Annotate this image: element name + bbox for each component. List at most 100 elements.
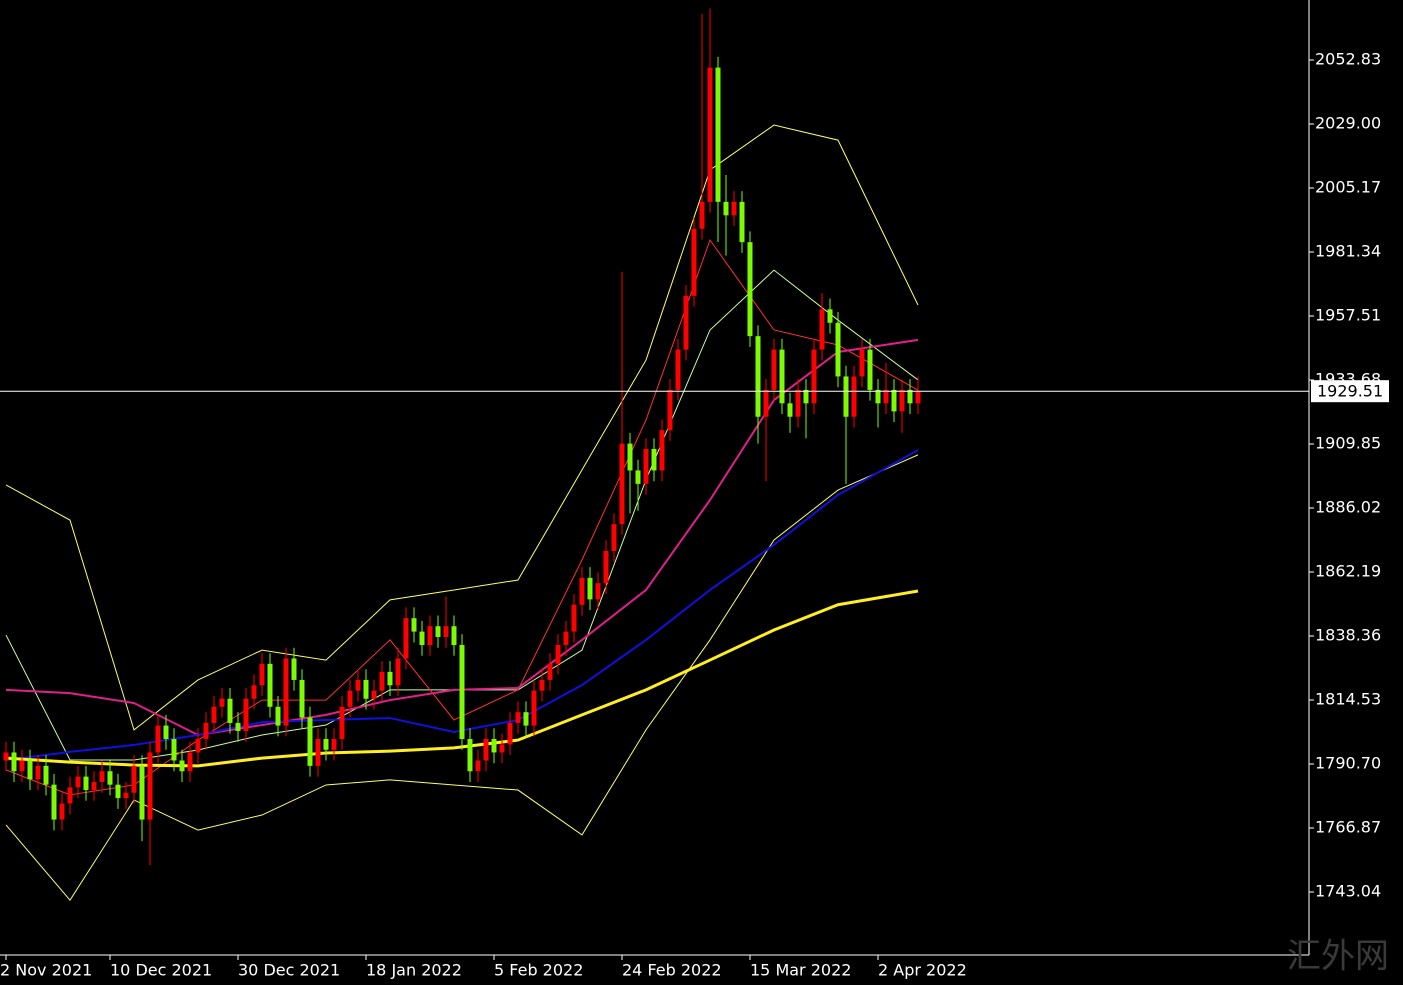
indicator-line [5, 449, 919, 761]
candle-body [43, 765, 49, 785]
candle-body [395, 658, 401, 686]
candle-body [3, 752, 9, 761]
candle-body [739, 201, 745, 243]
candle-body [811, 349, 817, 404]
candle-body [595, 583, 601, 600]
x-tick-label: 18 Jan 2022 [366, 961, 462, 980]
y-tick-label: 1814.53 [1315, 689, 1381, 708]
candle-body [307, 717, 313, 766]
candle-body [675, 349, 681, 390]
candle-body [411, 618, 417, 632]
candle-body [211, 706, 217, 723]
candle-body [235, 722, 241, 731]
candle-body [363, 679, 369, 699]
candle-body [651, 448, 657, 471]
y-tick-label: 1909.85 [1315, 433, 1381, 452]
candle-body [315, 739, 321, 766]
candle-body [659, 430, 665, 471]
candle-body [611, 524, 617, 552]
price-label-box [1311, 380, 1389, 403]
candle-body [203, 722, 209, 740]
candle-body [443, 626, 449, 637]
candle-body [715, 67, 721, 202]
candle-body [875, 389, 881, 404]
indicator-line [5, 589, 919, 768]
candle-body [851, 376, 857, 417]
candle-body [723, 201, 729, 216]
candle-body [539, 679, 545, 691]
candle-body [763, 389, 769, 417]
candle-body [603, 551, 609, 584]
candle-body [299, 679, 305, 718]
y-tick-label: 1766.87 [1315, 817, 1381, 836]
candle-body [83, 776, 89, 791]
candle-body [667, 389, 673, 431]
candle-body [627, 443, 633, 471]
candle-body [403, 618, 409, 659]
candle-body [867, 349, 873, 390]
candle-body [339, 706, 345, 740]
candle-body [475, 760, 481, 772]
candle-body [795, 389, 801, 417]
x-tick-label: 24 Feb 2022 [622, 961, 722, 980]
candle-body [19, 760, 25, 772]
indicator-line [5, 454, 919, 901]
candle-body [259, 663, 265, 686]
candle-body [707, 67, 713, 202]
candle-body [691, 228, 697, 296]
candle-body [27, 760, 33, 780]
candle-body [347, 690, 353, 707]
candle-body [59, 803, 65, 820]
candle-body [179, 760, 185, 772]
candle-body [291, 658, 297, 680]
candle-body [523, 712, 529, 726]
candle-body [579, 577, 585, 605]
candle-body [219, 698, 225, 707]
candle-body [147, 752, 153, 820]
candle-body [699, 201, 705, 229]
y-tick-label: 2029.00 [1315, 113, 1381, 132]
y-tick-label: 2052.83 [1315, 49, 1381, 68]
candle-body [899, 389, 905, 412]
candle-body [731, 201, 737, 216]
candle-body [587, 577, 593, 600]
candle-body [547, 663, 553, 680]
candle-body [387, 671, 393, 686]
candle-body [571, 604, 577, 632]
candle-body [643, 448, 649, 484]
candle-body [859, 349, 865, 377]
candle-body [531, 690, 537, 726]
indicator-line [5, 238, 919, 796]
candle-body [747, 242, 753, 337]
watermark: 汇外网 [1287, 937, 1389, 977]
y-tick-label: 1957.51 [1315, 305, 1381, 324]
candle-body [11, 752, 17, 772]
x-tick-label: 5 Feb 2022 [494, 961, 583, 980]
candle-body [419, 631, 425, 646]
candle-body [243, 698, 249, 731]
candle-body [139, 765, 145, 820]
candle-body [435, 626, 441, 637]
indicator-line [5, 338, 919, 737]
candle-body [515, 712, 521, 723]
y-tick-label: 1838.36 [1315, 625, 1381, 644]
candle-body [115, 784, 121, 799]
candle-body [499, 744, 505, 753]
candle-body [891, 389, 897, 412]
candle-body [323, 739, 329, 750]
candle-body [99, 771, 105, 782]
candle-body [379, 671, 385, 691]
y-tick-label: 1790.70 [1315, 753, 1381, 772]
candle-body [107, 771, 113, 785]
x-tick-label: 2 Apr 2022 [878, 961, 967, 980]
candle-body [123, 792, 129, 799]
candle-body [51, 784, 57, 820]
x-tick-label: 30 Dec 2021 [238, 961, 340, 980]
candle-body [619, 443, 625, 525]
candle-body [283, 658, 289, 726]
y-tick-label: 1862.19 [1315, 561, 1381, 580]
candle-body [819, 309, 825, 350]
candle-body [827, 309, 833, 323]
candle-body [467, 739, 473, 772]
